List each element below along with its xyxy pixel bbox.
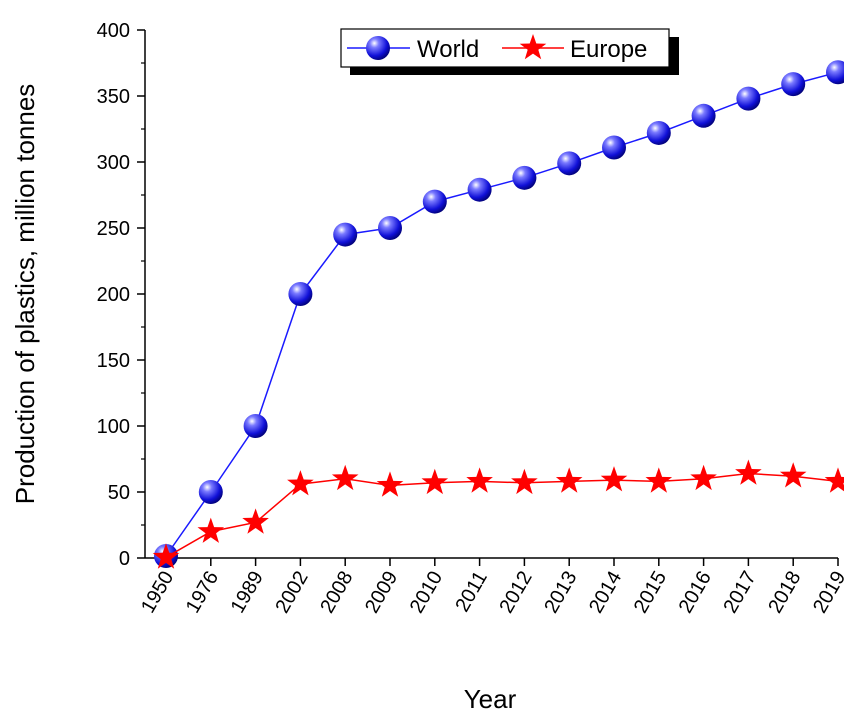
europe-data-point: [421, 468, 449, 495]
europe-data-point: [555, 467, 583, 493]
x-tick-label: 2012: [495, 568, 536, 618]
europe-data-point: [600, 466, 628, 492]
world-data-point: [557, 151, 582, 176]
x-tick-label: 2013: [540, 568, 581, 618]
europe-data-point: [779, 462, 807, 488]
y-axis-title: Production of plastics, million tonnes: [10, 84, 40, 505]
y-tick-label: 50: [108, 482, 130, 504]
x-tick-label: 2019: [809, 568, 844, 618]
x-tick-label: 2017: [719, 568, 760, 618]
europe-data-point: [287, 470, 314, 496]
legend-world-marker: [366, 36, 390, 60]
y-tick-label: 200: [97, 284, 130, 306]
europe-data-point: [197, 517, 225, 543]
world-data-point: [736, 86, 761, 111]
world-data-point: [646, 120, 671, 145]
world-data-point: [333, 222, 358, 247]
x-tick-label: 2010: [406, 568, 447, 618]
x-tick-label: 2009: [361, 568, 402, 618]
europe-data-point: [735, 459, 762, 485]
y-tick-label: 400: [97, 20, 130, 42]
y-tick-label: 250: [97, 218, 130, 240]
world-data-point: [378, 216, 402, 240]
legend-europe-marker: [519, 34, 547, 60]
x-tick-label: 2016: [675, 568, 716, 618]
x-tick-label: 2011: [451, 568, 492, 616]
x-tick-label: 2002: [271, 568, 312, 618]
world-data-point: [243, 414, 268, 438]
world-data-point: [198, 480, 223, 504]
europe-data-point: [152, 543, 180, 569]
europe-data-point: [824, 467, 844, 493]
x-tick-label: 2015: [630, 568, 671, 618]
series-europe: [152, 459, 844, 569]
series-line-world: [165, 71, 839, 557]
y-tick-label: 150: [97, 350, 130, 372]
x-tick-label: 1989: [227, 568, 268, 618]
world-data-point: [288, 282, 313, 306]
x-tick-label: 1976: [182, 568, 223, 618]
legend: World Europe: [340, 28, 679, 75]
x-tick-label: 2014: [585, 568, 626, 618]
europe-data-point: [690, 464, 717, 491]
europe-data-point: [645, 467, 673, 493]
x-axis-title: Year: [464, 684, 517, 714]
world-data-point: [691, 103, 716, 128]
world-data-point: [422, 189, 447, 214]
y-tick-label: 0: [119, 548, 130, 570]
world-data-point: [781, 72, 806, 97]
legend-europe-label: Europe: [570, 36, 647, 63]
series-line-europe: [165, 472, 839, 558]
series-world: [154, 60, 844, 569]
x-tick-label: 1950: [137, 568, 178, 618]
europe-data-point: [376, 471, 404, 497]
europe-data-point: [331, 464, 359, 491]
x-tick-label: 2018: [764, 568, 805, 618]
y-tick-label: 300: [97, 152, 130, 174]
y-tick-label: 350: [97, 86, 130, 108]
europe-data-point: [466, 467, 493, 493]
world-data-point: [467, 177, 492, 202]
series-layer: [152, 60, 844, 569]
world-data-point: [602, 135, 626, 160]
y-tick-label: 100: [97, 416, 130, 438]
europe-data-point: [242, 508, 269, 534]
world-data-point: [512, 165, 537, 190]
legend-world-label: World: [417, 36, 479, 63]
x-tick-label: 2008: [316, 568, 357, 618]
world-data-point: [826, 60, 844, 85]
x-axis-ticks: 1950 1976 1989 2002 2008 2009 2010 2011 2012 2013…: [137, 558, 844, 617]
plot-area: [144, 30, 838, 559]
y-axis-ticks: 0 50 100 150 200 250 300 350 400: [97, 20, 145, 570]
europe-data-point: [511, 468, 538, 495]
